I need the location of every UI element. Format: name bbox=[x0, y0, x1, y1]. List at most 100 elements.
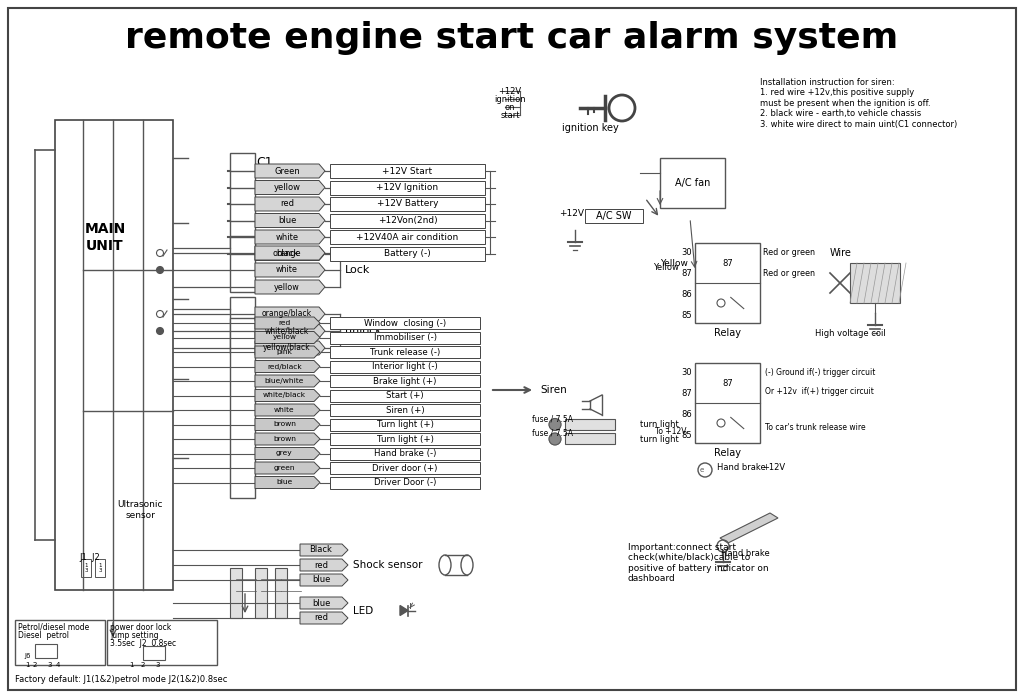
Text: (-) Ground if(-) trigger circuit: (-) Ground if(-) trigger circuit bbox=[765, 368, 876, 377]
Text: fuse / 7.5A: fuse / 7.5A bbox=[532, 429, 573, 438]
Polygon shape bbox=[255, 341, 325, 355]
Text: red/black: red/black bbox=[267, 364, 302, 369]
Bar bbox=[330, 332, 480, 343]
Text: red: red bbox=[279, 320, 291, 326]
Bar bbox=[330, 404, 480, 416]
Text: Installation instruction for siren:
1. red wire +12v,this positive supply
must b: Installation instruction for siren: 1. r… bbox=[760, 78, 957, 128]
Polygon shape bbox=[255, 433, 319, 445]
Text: Ultrasonic
sensor: Ultrasonic sensor bbox=[118, 500, 163, 520]
Polygon shape bbox=[255, 346, 319, 358]
Text: red: red bbox=[280, 200, 294, 209]
Text: on: on bbox=[505, 103, 515, 112]
Text: ignition: ignition bbox=[495, 94, 525, 103]
Text: start: start bbox=[501, 110, 520, 119]
Circle shape bbox=[549, 433, 561, 445]
Polygon shape bbox=[300, 597, 348, 609]
Polygon shape bbox=[300, 574, 348, 586]
Bar bbox=[330, 346, 480, 358]
Polygon shape bbox=[720, 513, 778, 543]
Text: Start (+): Start (+) bbox=[386, 391, 424, 400]
Bar bbox=[230, 568, 242, 618]
Polygon shape bbox=[255, 447, 319, 459]
Polygon shape bbox=[255, 197, 325, 211]
Text: red: red bbox=[314, 560, 328, 570]
Bar bbox=[565, 419, 615, 429]
Bar bbox=[255, 568, 267, 618]
Text: orange/black: orange/black bbox=[262, 309, 312, 318]
Text: +12V Ignition: +12V Ignition bbox=[377, 183, 438, 192]
Bar bbox=[275, 568, 287, 618]
Bar bbox=[230, 153, 255, 248]
Text: 30: 30 bbox=[681, 248, 692, 257]
Bar bbox=[330, 447, 480, 459]
Text: brown: brown bbox=[273, 436, 296, 442]
Text: white: white bbox=[274, 407, 295, 413]
Text: Window  closing (-): Window closing (-) bbox=[364, 318, 446, 327]
Text: unlock: unlock bbox=[345, 326, 382, 336]
Text: +12V: +12V bbox=[762, 463, 785, 473]
Text: A/C SW: A/C SW bbox=[596, 211, 632, 221]
Text: Brake light (+): Brake light (+) bbox=[374, 376, 436, 385]
Polygon shape bbox=[300, 612, 348, 624]
Text: blue: blue bbox=[276, 480, 293, 486]
Bar bbox=[695, 243, 760, 323]
Bar bbox=[81, 559, 91, 577]
Text: Shock sensor: Shock sensor bbox=[353, 560, 423, 570]
Bar bbox=[565, 433, 615, 444]
Text: Important:connect start
check(white/black)cable to
positive of battery indicator: Important:connect start check(white/blac… bbox=[628, 543, 769, 584]
Text: High voltage coil: High voltage coil bbox=[815, 329, 886, 338]
Text: Black: Black bbox=[309, 546, 333, 554]
Bar bbox=[15, 620, 105, 665]
Polygon shape bbox=[255, 324, 325, 338]
Bar bbox=[330, 317, 480, 329]
Text: 3.5sec  J2  0.8sec: 3.5sec J2 0.8sec bbox=[110, 639, 176, 648]
Text: A/C fan: A/C fan bbox=[675, 178, 711, 188]
Text: 1
3: 1 3 bbox=[84, 563, 88, 573]
Text: power door lock: power door lock bbox=[110, 623, 171, 632]
Polygon shape bbox=[255, 214, 325, 228]
Bar bbox=[330, 230, 485, 244]
Text: white: white bbox=[276, 265, 298, 274]
Text: yellow: yellow bbox=[272, 334, 297, 341]
Text: Siren (+): Siren (+) bbox=[386, 406, 424, 415]
Text: To car's trunk release wire: To car's trunk release wire bbox=[765, 422, 865, 431]
Text: yellow: yellow bbox=[274, 283, 300, 292]
Text: Lock: Lock bbox=[345, 265, 371, 275]
Circle shape bbox=[157, 267, 164, 274]
Bar bbox=[230, 236, 255, 292]
Text: blue: blue bbox=[278, 216, 296, 225]
Text: To +12V: To +12V bbox=[655, 426, 686, 436]
Text: Red or green: Red or green bbox=[763, 248, 815, 257]
Bar bbox=[330, 197, 485, 211]
Polygon shape bbox=[255, 230, 325, 244]
Text: 86: 86 bbox=[681, 410, 692, 419]
Text: 2: 2 bbox=[141, 662, 145, 668]
Polygon shape bbox=[255, 332, 319, 343]
Text: white/black: white/black bbox=[263, 392, 306, 399]
Bar bbox=[585, 209, 643, 223]
Text: 3: 3 bbox=[156, 662, 160, 668]
Text: Yellow: Yellow bbox=[660, 258, 688, 267]
Text: 87: 87 bbox=[681, 389, 692, 398]
Bar bbox=[330, 462, 480, 474]
Text: Wire: Wire bbox=[830, 248, 852, 258]
Text: blue: blue bbox=[312, 575, 330, 584]
Polygon shape bbox=[255, 164, 325, 178]
Text: +12V Battery: +12V Battery bbox=[377, 200, 438, 209]
Text: grey: grey bbox=[276, 450, 293, 456]
Text: Relay: Relay bbox=[714, 448, 741, 458]
Bar bbox=[330, 214, 485, 228]
Text: ignition key: ignition key bbox=[561, 123, 618, 133]
Polygon shape bbox=[255, 389, 319, 401]
Polygon shape bbox=[255, 477, 319, 489]
Polygon shape bbox=[255, 419, 319, 431]
Text: black: black bbox=[275, 249, 298, 258]
Polygon shape bbox=[255, 360, 319, 373]
Text: Interior light (-): Interior light (-) bbox=[372, 362, 438, 371]
Polygon shape bbox=[300, 559, 348, 571]
Text: 30: 30 bbox=[681, 368, 692, 377]
Text: brown: brown bbox=[273, 422, 296, 427]
Polygon shape bbox=[255, 375, 319, 387]
Text: Factory default: J1(1&2)petrol mode J2(1&2)0.8sec: Factory default: J1(1&2)petrol mode J2(1… bbox=[15, 676, 227, 685]
Text: 87: 87 bbox=[722, 378, 733, 387]
